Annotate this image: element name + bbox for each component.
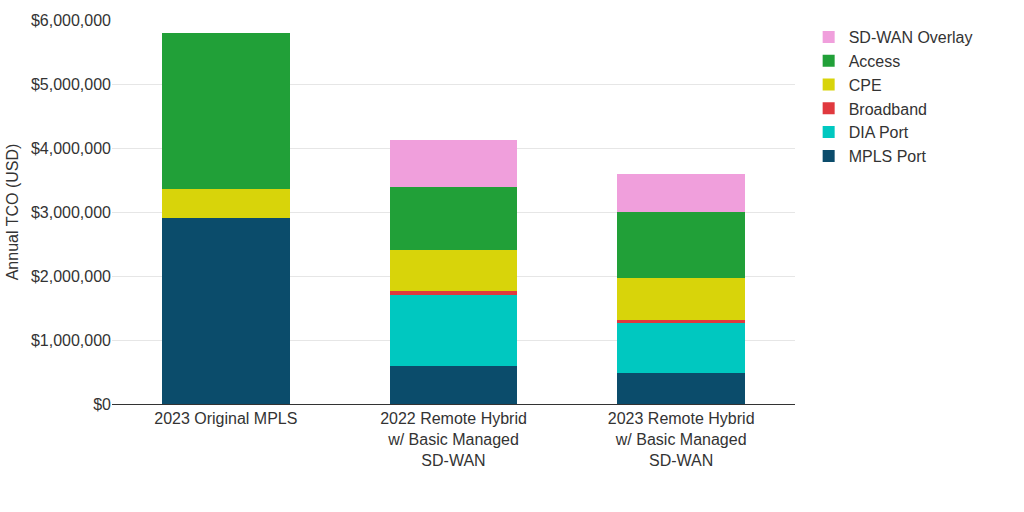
svg-text:SD-WAN Overlay: SD-WAN Overlay bbox=[849, 29, 973, 46]
svg-text:$5,000,000: $5,000,000 bbox=[31, 76, 111, 93]
svg-text:2022 Remote Hybridw/ Basic Man: 2022 Remote Hybridw/ Basic ManagedSD-WAN bbox=[380, 410, 527, 469]
svg-text:Broadband: Broadband bbox=[849, 101, 927, 118]
svg-text:CPE: CPE bbox=[849, 77, 882, 94]
svg-text:$1,000,000: $1,000,000 bbox=[31, 332, 111, 349]
svg-text:2023 Original MPLS: 2023 Original MPLS bbox=[154, 410, 297, 427]
svg-text:Access: Access bbox=[849, 53, 901, 70]
svg-text:$4,000,000: $4,000,000 bbox=[31, 140, 111, 157]
svg-text:DIA Port: DIA Port bbox=[849, 124, 909, 141]
svg-text:$2,000,000: $2,000,000 bbox=[31, 268, 111, 285]
svg-text:2023 Remote Hybridw/ Basic Man: 2023 Remote Hybridw/ Basic ManagedSD-WAN bbox=[608, 410, 755, 469]
svg-text:MPLS Port: MPLS Port bbox=[849, 148, 927, 165]
svg-text:$6,000,000: $6,000,000 bbox=[31, 12, 111, 29]
svg-text:$0: $0 bbox=[93, 396, 111, 413]
svg-text:Annual TCO (USD): Annual TCO (USD) bbox=[4, 144, 21, 281]
svg-text:$3,000,000: $3,000,000 bbox=[31, 204, 111, 221]
